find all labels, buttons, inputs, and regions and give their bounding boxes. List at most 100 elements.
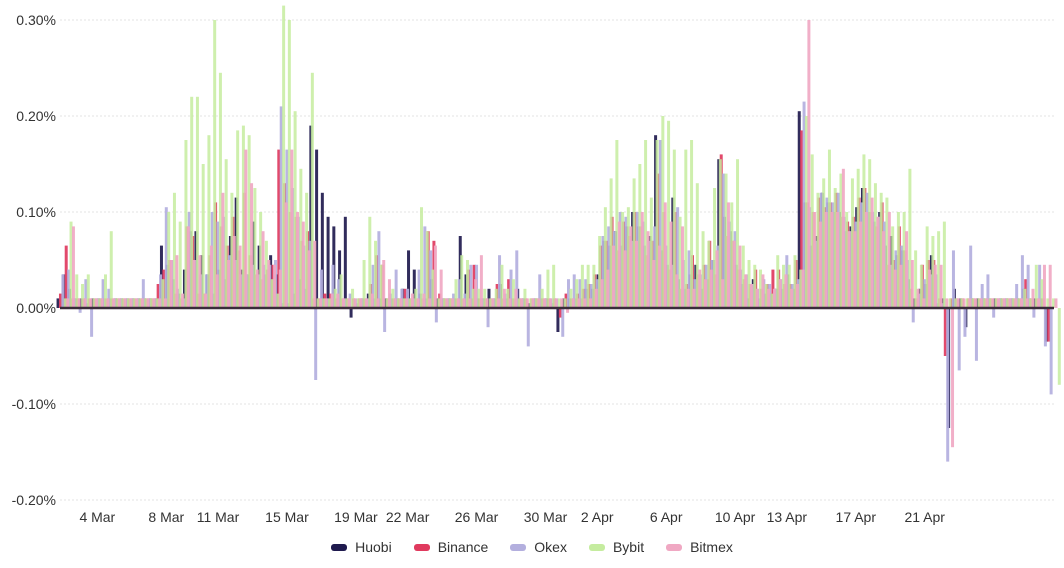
bar-bitmex[interactable] (94, 298, 98, 308)
bar-bybit[interactable] (477, 288, 481, 308)
bar-bybit[interactable] (483, 288, 487, 308)
bar-bybit[interactable] (488, 298, 492, 308)
bar-bybit[interactable] (92, 298, 96, 308)
bar-bitmex[interactable] (801, 269, 805, 308)
bar-okex[interactable] (1038, 264, 1042, 308)
bar-bybit[interactable] (626, 207, 630, 308)
bar-bybit[interactable] (328, 298, 332, 308)
bar-bybit[interactable] (184, 140, 188, 308)
bar-bitmex[interactable] (468, 298, 472, 308)
bar-bitmex[interactable] (209, 245, 213, 308)
bar-bybit[interactable] (218, 72, 222, 308)
bar-bitmex[interactable] (129, 298, 133, 308)
bar-bybit[interactable] (270, 279, 274, 308)
bar-okex[interactable] (90, 308, 94, 337)
bar-bitmex[interactable] (353, 298, 357, 308)
bar-bybit[interactable] (621, 212, 625, 308)
bar-okex[interactable] (101, 279, 105, 308)
bar-bybit[interactable] (799, 269, 803, 308)
bar-bitmex[interactable] (841, 168, 845, 308)
bar-okex[interactable] (417, 269, 421, 308)
bar-bitmex[interactable] (629, 226, 633, 308)
bar-bitmex[interactable] (106, 298, 110, 308)
bar-bybit[interactable] (983, 298, 987, 308)
bar-okex[interactable] (1049, 308, 1053, 395)
bar-bitmex[interactable] (617, 221, 621, 308)
bar-okex[interactable] (561, 308, 565, 337)
bar-bitmex[interactable] (198, 255, 202, 308)
bar-bybit[interactable] (667, 120, 671, 308)
bar-bitmex[interactable] (870, 197, 874, 308)
bar-bybit[interactable] (339, 274, 343, 308)
bar-okex[interactable] (1020, 255, 1024, 308)
bar-bitmex[interactable] (554, 298, 558, 308)
bar-bitmex[interactable] (399, 298, 403, 308)
bar-bybit[interactable] (891, 226, 895, 308)
bar-bitmex[interactable] (416, 298, 420, 308)
bar-okex[interactable] (84, 279, 88, 308)
bar-bitmex[interactable] (520, 298, 524, 308)
bar-huobi[interactable] (320, 192, 324, 308)
bar-bybit[interactable] (753, 264, 757, 308)
bar-bybit[interactable] (1046, 298, 1050, 308)
bar-bybit[interactable] (506, 288, 510, 308)
bar-bitmex[interactable] (767, 288, 771, 308)
bar-bitmex[interactable] (612, 245, 616, 308)
bar-bybit[interactable] (782, 264, 785, 308)
bar-okex[interactable] (567, 279, 570, 308)
bar-okex[interactable] (923, 279, 927, 308)
bar-bitmex[interactable] (979, 298, 983, 308)
bar-bitmex[interactable] (531, 298, 535, 308)
bar-bitmex[interactable] (232, 236, 236, 308)
bar-bitmex[interactable] (566, 308, 570, 313)
bar-bybit[interactable] (672, 149, 676, 308)
bar-bitmex[interactable] (836, 212, 840, 308)
bar-bybit[interactable] (816, 192, 820, 308)
bar-bitmex[interactable] (296, 212, 300, 308)
bar-bybit[interactable] (638, 164, 642, 308)
bar-bitmex[interactable] (698, 269, 702, 308)
bar-bitmex[interactable] (77, 298, 81, 308)
bar-bybit[interactable] (69, 221, 73, 308)
bar-okex[interactable] (572, 274, 576, 308)
bar-bybit[interactable] (914, 250, 918, 308)
bar-bitmex[interactable] (583, 298, 587, 308)
bar-bybit[interactable] (856, 168, 860, 308)
bar-bitmex[interactable] (462, 298, 466, 308)
bar-bitmex[interactable] (1025, 298, 1029, 308)
bar-bitmex[interactable] (571, 298, 575, 308)
bar-bybit[interactable] (592, 264, 596, 308)
bar-okex[interactable] (314, 308, 318, 380)
bar-bybit[interactable] (149, 298, 153, 308)
bar-bybit[interactable] (954, 298, 958, 308)
bar-bitmex[interactable] (456, 298, 460, 308)
bar-bitmex[interactable] (784, 274, 788, 308)
bar-bybit[interactable] (971, 298, 975, 308)
bar-binance[interactable] (277, 149, 281, 308)
bar-bitmex[interactable] (290, 149, 294, 308)
bar-bitmex[interactable] (623, 250, 627, 308)
bar-okex[interactable] (141, 279, 145, 308)
bar-okex[interactable] (469, 264, 473, 308)
bar-okex[interactable] (578, 279, 582, 308)
bar-bitmex[interactable] (537, 298, 541, 308)
bar-okex[interactable] (607, 226, 611, 308)
bar-bybit[interactable] (736, 159, 740, 308)
bar-bybit[interactable] (402, 298, 406, 308)
bar-bitmex[interactable] (428, 298, 432, 308)
bar-bitmex[interactable] (66, 298, 70, 308)
bar-bitmex[interactable] (589, 298, 593, 308)
bar-bybit[interactable] (356, 298, 360, 308)
bar-okex[interactable] (78, 308, 82, 313)
bar-bybit[interactable] (741, 245, 745, 308)
bar-bitmex[interactable] (1054, 298, 1058, 308)
bar-bitmex[interactable] (393, 298, 397, 308)
bar-bybit[interactable] (850, 178, 854, 308)
bar-bitmex[interactable] (485, 298, 489, 308)
bar-bitmex[interactable] (882, 231, 886, 308)
bar-bitmex[interactable] (939, 264, 943, 308)
bar-bybit[interactable] (896, 212, 900, 308)
bar-bitmex[interactable] (100, 298, 104, 308)
bar-bitmex[interactable] (548, 298, 552, 308)
bar-bybit[interactable] (529, 298, 533, 308)
